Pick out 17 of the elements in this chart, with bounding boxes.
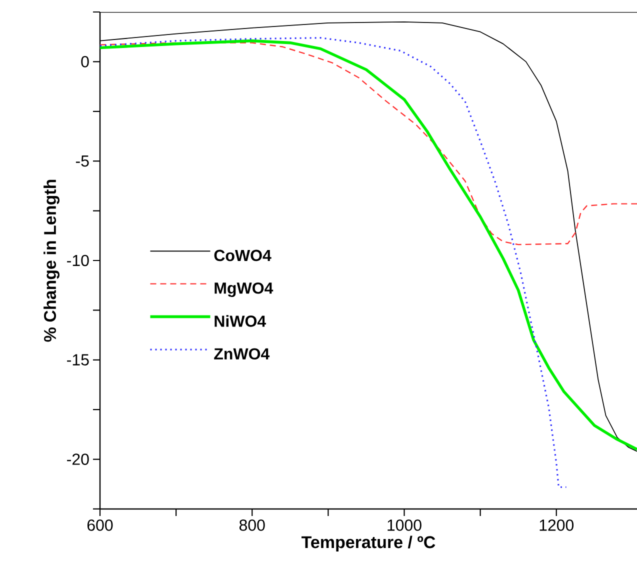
x-axis-title: Temperature / ºC	[302, 536, 436, 552]
y-tick-label: -20	[67, 454, 89, 465]
x-tick-label: 800	[239, 520, 265, 531]
y-tick-label: 0	[81, 56, 89, 68]
line-series	[100, 37, 568, 488]
y-tick-label: -5	[76, 156, 89, 167]
x-tick-label: 1000	[388, 520, 422, 531]
legend-label: CoWO4	[214, 250, 272, 262]
x-tick-label: 600	[87, 520, 113, 531]
legend-label: MgWO4	[214, 282, 274, 298]
y-axis-title: % Change in Length	[44, 180, 60, 342]
line-series	[100, 42, 637, 246]
y-tick-label: -10	[67, 254, 89, 266]
legend-label: NiWO4	[214, 315, 266, 327]
x-tick-label: 1200	[540, 520, 574, 531]
y-tick-label: -15	[67, 354, 89, 366]
legend-label: ZnWO4	[214, 348, 270, 360]
